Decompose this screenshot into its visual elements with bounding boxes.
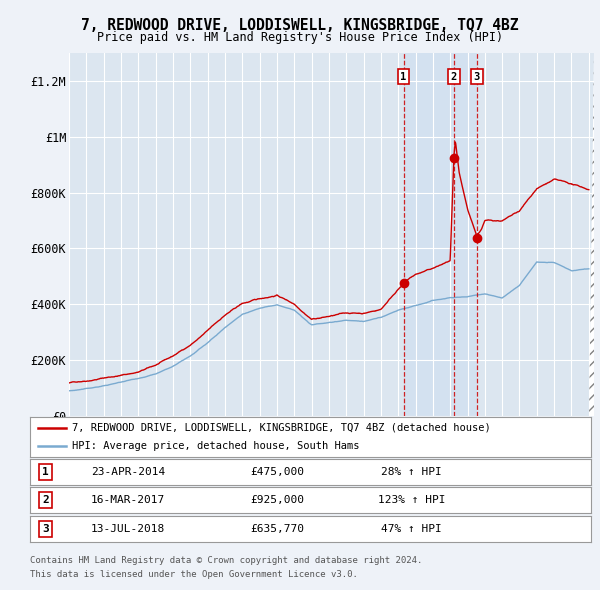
Text: 16-MAR-2017: 16-MAR-2017	[91, 496, 166, 505]
Text: £925,000: £925,000	[250, 496, 304, 505]
Text: HPI: Average price, detached house, South Hams: HPI: Average price, detached house, Sout…	[72, 441, 359, 451]
Text: £635,770: £635,770	[250, 524, 304, 533]
Text: 2: 2	[451, 72, 457, 81]
Text: £475,000: £475,000	[250, 467, 304, 477]
Text: 3: 3	[474, 72, 480, 81]
Text: 1: 1	[400, 72, 407, 81]
Text: 28% ↑ HPI: 28% ↑ HPI	[381, 467, 442, 477]
Text: 1: 1	[43, 467, 49, 477]
Text: Contains HM Land Registry data © Crown copyright and database right 2024.: Contains HM Land Registry data © Crown c…	[30, 556, 422, 565]
Text: 47% ↑ HPI: 47% ↑ HPI	[381, 524, 442, 533]
Text: 123% ↑ HPI: 123% ↑ HPI	[378, 496, 445, 505]
Text: 3: 3	[43, 524, 49, 533]
Text: Price paid vs. HM Land Registry's House Price Index (HPI): Price paid vs. HM Land Registry's House …	[97, 31, 503, 44]
Text: This data is licensed under the Open Government Licence v3.0.: This data is licensed under the Open Gov…	[30, 570, 358, 579]
Bar	[404, 53, 477, 416]
Text: 2: 2	[43, 496, 49, 505]
Polygon shape	[589, 53, 594, 416]
Text: 13-JUL-2018: 13-JUL-2018	[91, 524, 166, 533]
Text: 23-APR-2014: 23-APR-2014	[91, 467, 166, 477]
Text: 7, REDWOOD DRIVE, LODDISWELL, KINGSBRIDGE, TQ7 4BZ: 7, REDWOOD DRIVE, LODDISWELL, KINGSBRIDG…	[81, 18, 519, 32]
Text: 7, REDWOOD DRIVE, LODDISWELL, KINGSBRIDGE, TQ7 4BZ (detached house): 7, REDWOOD DRIVE, LODDISWELL, KINGSBRIDG…	[72, 423, 491, 433]
